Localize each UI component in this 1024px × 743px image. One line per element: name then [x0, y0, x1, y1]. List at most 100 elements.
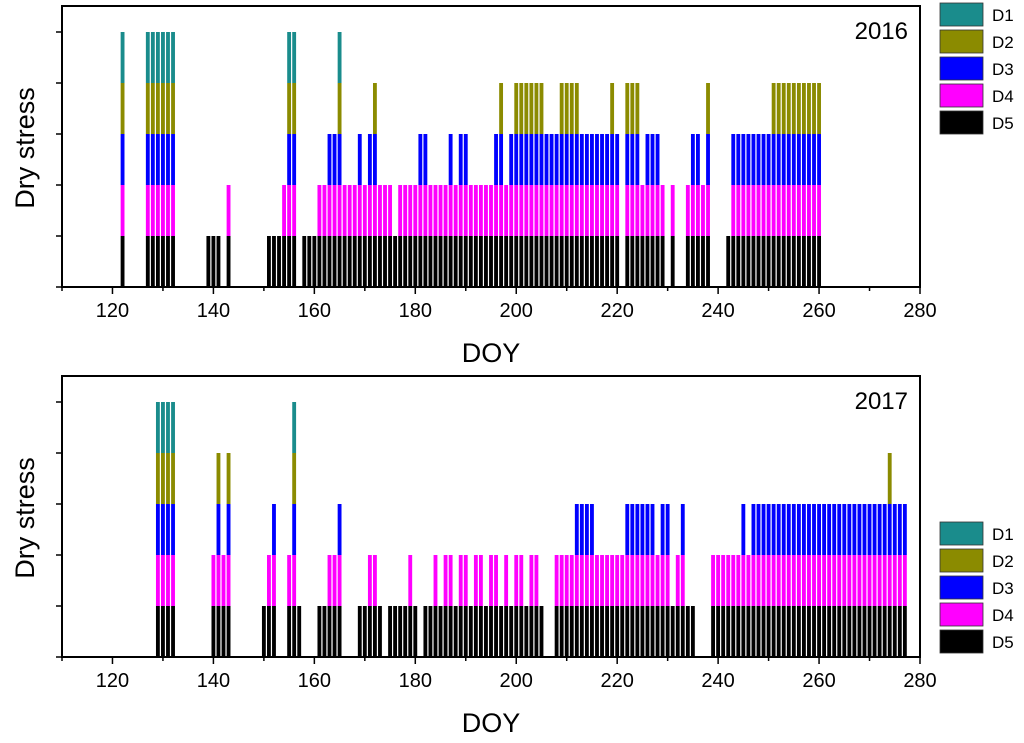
bar-doy-218-d4 — [605, 185, 610, 236]
bar-doy-192-d5 — [473, 236, 478, 287]
bar-doy-131-d3 — [166, 134, 170, 185]
x-tick-label: 140 — [197, 300, 230, 322]
bar-doy-174-d5 — [383, 236, 387, 287]
bar-doy-218-d3 — [605, 134, 610, 185]
bar-doy-249-d5 — [761, 236, 766, 287]
bar-doy-203-d4 — [529, 555, 534, 606]
bar-doy-130-d1 — [161, 32, 165, 83]
bar-doy-163-d5 — [327, 236, 332, 287]
bar-doy-221-d4 — [620, 555, 625, 606]
bar-doy-152-d5 — [272, 606, 276, 657]
bar-doy-143-d5 — [226, 236, 231, 287]
bar-doy-130-d2 — [161, 83, 165, 134]
bar-doy-250-d4 — [766, 185, 771, 236]
bar-doy-233-d4 — [680, 555, 685, 606]
bar-doy-209-d3 — [559, 134, 564, 185]
bar-doy-190-d5 — [463, 606, 468, 657]
bar-doy-183-d5 — [428, 236, 433, 287]
bar-doy-202-d4 — [524, 185, 529, 236]
legend-label-d5: D5 — [992, 633, 1014, 652]
bar-doy-228-d4 — [655, 555, 660, 606]
bar-doy-227-d5 — [650, 236, 655, 287]
bar-doy-258-d4 — [807, 185, 811, 236]
bar-doy-132-d5 — [171, 236, 175, 287]
panel-title-2016: 2016 — [855, 18, 908, 45]
plot-frame-2017 — [61, 375, 921, 658]
bar-doy-168-d4 — [352, 185, 357, 236]
bar-doy-182-d5 — [423, 236, 428, 287]
bar-doy-197-d5 — [499, 236, 504, 287]
bar-doy-173-d4 — [378, 185, 382, 236]
bar-doy-268-d3 — [857, 504, 862, 555]
bar-doy-274-d5 — [887, 606, 892, 657]
bar-doy-213-d5 — [579, 236, 584, 287]
bar-doy-197-d2 — [499, 83, 504, 134]
bar-doy-238-d2 — [706, 83, 710, 134]
bar-doy-196-d4 — [494, 555, 498, 606]
bar-doy-273-d5 — [882, 606, 887, 657]
bar-doy-223-d5 — [630, 606, 635, 657]
bar-doy-248-d3 — [756, 134, 761, 185]
bar-doy-156-d3 — [292, 504, 297, 555]
bar-doy-257-d3 — [801, 504, 806, 555]
bar-doy-225-d5 — [640, 236, 645, 287]
chart-2017: 120 140 160 180 200 220 240 260 280 2017 DOY Dry… — [10, 375, 1014, 738]
bar-doy-235-d4 — [690, 185, 695, 236]
bar-doy-129-d4 — [155, 555, 160, 606]
bar-doy-211-d2 — [569, 83, 574, 134]
bar-doy-255-d3 — [791, 134, 796, 185]
bar-doy-190-d4 — [463, 185, 468, 236]
bar-doy-131-d4 — [166, 185, 170, 236]
bar-doy-224-d3 — [635, 504, 640, 555]
bar-doy-228-d5 — [655, 236, 660, 287]
bar-doy-129-d5 — [155, 236, 160, 287]
bar-doy-170-d5 — [362, 606, 367, 657]
bar-doy-170-d5 — [362, 236, 367, 287]
bar-doy-186-d5 — [443, 236, 448, 287]
legend-label-d3: D3 — [992, 579, 1014, 598]
x-axis-2016: 120 140 160 180 200 220 240 260 280 — [61, 287, 937, 322]
bar-doy-204-d5 — [534, 236, 539, 287]
bar-doy-132-d1 — [171, 32, 175, 83]
bar-group-2016 — [120, 32, 821, 287]
legend-swatch-d3 — [939, 575, 984, 600]
bar-doy-265-d3 — [842, 504, 847, 555]
bar-doy-202-d5 — [524, 606, 529, 657]
bar-doy-191-d4 — [468, 185, 473, 236]
bar-doy-243-d5 — [731, 606, 736, 657]
bar-doy-171-d4 — [367, 185, 372, 236]
bar-doy-227-d5 — [650, 606, 655, 657]
bar-doy-215-d3 — [590, 134, 594, 185]
bar-doy-207-d4 — [549, 185, 554, 236]
bar-doy-190-d5 — [463, 236, 468, 287]
bar-doy-216-d5 — [595, 236, 599, 287]
bar-doy-214-d5 — [584, 236, 589, 287]
bar-doy-211-d4 — [569, 555, 574, 606]
bar-doy-271-d5 — [872, 606, 877, 657]
bar-doy-210-d4 — [564, 185, 569, 236]
bar-doy-254-d5 — [786, 606, 791, 657]
bar-doy-243-d5 — [731, 236, 736, 287]
bar-doy-257-d3 — [801, 134, 806, 185]
bar-doy-226-d3 — [645, 134, 650, 185]
bar-doy-236-d3 — [696, 134, 700, 185]
bar-doy-188-d5 — [453, 236, 458, 287]
bar-doy-275-d3 — [892, 504, 897, 555]
bar-doy-207-d5 — [549, 236, 554, 287]
bar-doy-232-d4 — [675, 555, 680, 606]
bar-doy-127-d3 — [145, 134, 150, 185]
bar-doy-211-d3 — [569, 134, 574, 185]
bar-doy-274-d2 — [887, 453, 892, 504]
bar-doy-212-d4 — [574, 185, 579, 236]
bar-doy-214-d3 — [584, 134, 589, 185]
bar-doy-164-d5 — [332, 236, 337, 287]
bar-doy-196-d5 — [494, 606, 498, 657]
bar-doy-162-d5 — [322, 236, 327, 287]
bar-doy-217-d3 — [600, 134, 604, 185]
bar-doy-258-d3 — [807, 504, 811, 555]
bar-doy-152-d5 — [272, 236, 276, 287]
bar-doy-224-d3 — [635, 134, 640, 185]
bar-doy-127-d2 — [145, 83, 150, 134]
x-tick-label: 140 — [197, 670, 230, 692]
bar-doy-239-d5 — [711, 606, 715, 657]
